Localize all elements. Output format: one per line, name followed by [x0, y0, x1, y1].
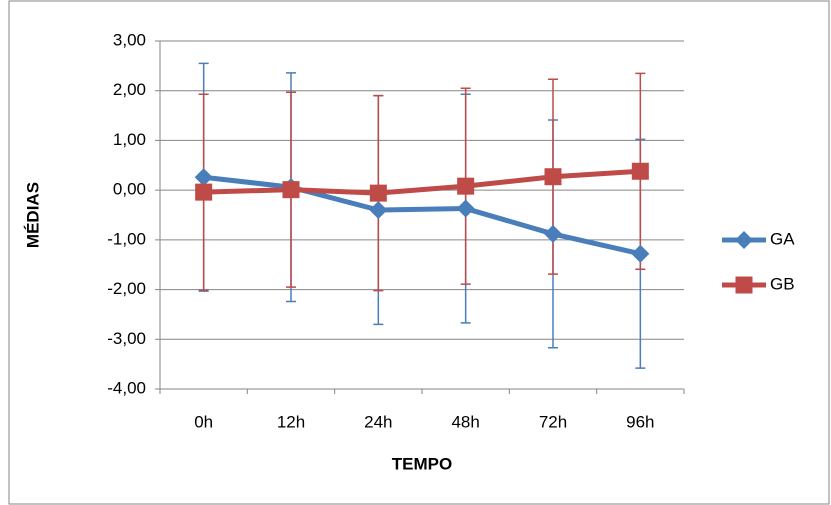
y-axis-title: MÉDIAS [23, 182, 42, 248]
marker [735, 231, 753, 249]
marker [194, 168, 213, 187]
marker [369, 184, 387, 202]
y-tick-label: 0,00 [113, 180, 146, 199]
x-tick-label: 96h [626, 412, 654, 431]
series-line [203, 168, 641, 196]
x-tick-label: 48h [451, 412, 479, 431]
x-axis-title: TEMPO [392, 454, 452, 473]
marker [457, 177, 475, 195]
x-tick-label: 24h [364, 412, 392, 431]
legend-label: GB [770, 274, 795, 293]
x-tick-label: 72h [539, 412, 567, 431]
y-tick-label: 2,00 [113, 80, 146, 99]
series-line [203, 174, 641, 257]
marker [735, 276, 753, 294]
marker [631, 162, 649, 180]
y-tick-label: 3,00 [113, 30, 146, 49]
x-tick-label: 12h [277, 412, 305, 431]
marker [544, 224, 562, 243]
legend-label: GA [770, 229, 795, 248]
marker [631, 244, 650, 263]
y-tick-label: -2,00 [107, 279, 146, 298]
chart-frame [8, 0, 830, 505]
x-tick-label: 0h [194, 412, 213, 431]
marker [195, 183, 213, 201]
y-tick-label: 1,00 [113, 130, 146, 149]
marker [369, 201, 388, 220]
y-tick-label: -4,00 [107, 378, 146, 397]
y-tick-label: -1,00 [107, 229, 146, 248]
marker [456, 199, 475, 218]
y-tick-label: -3,00 [107, 329, 146, 348]
marker [282, 181, 300, 199]
marker [544, 168, 562, 186]
